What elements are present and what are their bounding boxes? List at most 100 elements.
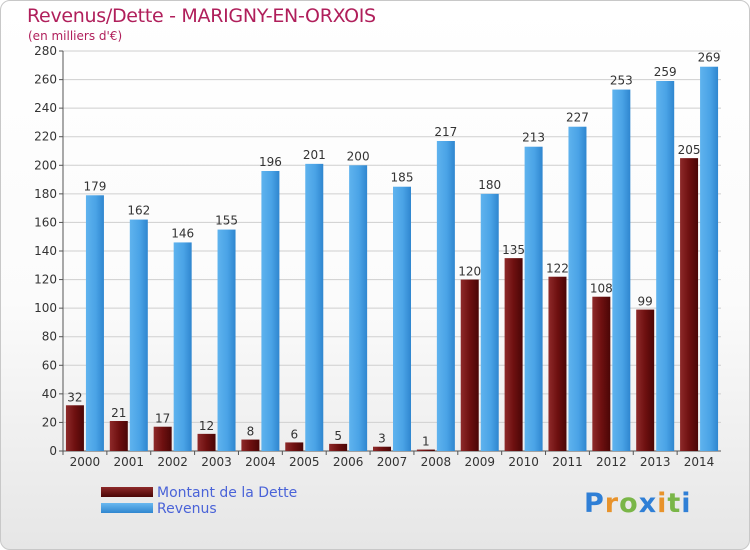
proxiti-logo: Proxiti [584, 488, 692, 519]
data-label-dette-2004: 8 [247, 425, 255, 439]
bar-revenus-2009 [480, 193, 499, 451]
data-label-dette-2010: 135 [502, 243, 525, 257]
x-tick-label: 2012 [596, 455, 627, 469]
data-label-revenus-2002: 146 [171, 226, 194, 240]
x-tick-label: 2010 [508, 455, 539, 469]
logo-letter: o [619, 488, 639, 519]
chart-title: Revenus/Dette - MARIGNY-EN-ORXOIS [27, 5, 376, 27]
data-label-dette-2013: 99 [638, 295, 653, 309]
bar-revenus-2000 [85, 195, 104, 451]
data-label-dette-2012: 108 [590, 282, 613, 296]
bar-dette-2012 [592, 296, 611, 451]
bar-dette-2007 [373, 446, 391, 451]
x-tick-label: 2000 [70, 455, 101, 469]
legend-label-revenus: Revenus [157, 501, 217, 517]
data-label-dette-2001: 21 [111, 406, 126, 420]
data-label-revenus-2010: 213 [522, 131, 545, 145]
y-tick-label: 160 [34, 215, 57, 229]
data-label-revenus-2000: 179 [83, 179, 106, 193]
chart-subtitle: (en milliers d'€) [28, 29, 123, 43]
x-tick-label: 2005 [289, 455, 320, 469]
logo-letter: t [667, 488, 682, 519]
y-tick-label: 60 [42, 358, 57, 372]
data-label-revenus-2011: 227 [566, 111, 589, 125]
legend-label-dette: Montant de la Dette [157, 485, 298, 501]
bar-revenus-2005 [305, 163, 324, 451]
bar-dette-2008 [416, 449, 435, 451]
bar-dette-2011 [548, 276, 567, 451]
data-label-revenus-2013: 259 [654, 65, 677, 79]
bar-revenus-2003 [217, 229, 236, 451]
bar-revenus-2004 [261, 171, 280, 451]
data-label-dette-2009: 120 [458, 265, 481, 279]
x-tick-label: 2008 [421, 455, 452, 469]
data-label-revenus-2005: 201 [303, 148, 326, 162]
data-label-dette-2014: 205 [678, 143, 701, 157]
data-label-revenus-2004: 196 [259, 155, 282, 169]
x-tick-label: 2011 [552, 455, 583, 469]
bar-revenus-2013 [656, 81, 675, 451]
logo-letter: P [584, 488, 605, 519]
data-label-dette-2000: 32 [67, 390, 82, 404]
data-label-dette-2005: 6 [290, 427, 298, 441]
y-tick-label: 20 [42, 415, 57, 429]
bar-dette-2013 [636, 309, 655, 451]
data-label-revenus-2012: 253 [610, 74, 633, 88]
bar-revenus-2002 [173, 242, 192, 451]
x-tick-label: 2006 [333, 455, 364, 469]
y-tick-label: 260 [34, 73, 57, 87]
bar-revenus-2010 [524, 146, 543, 451]
bar-dette-2001 [109, 421, 128, 451]
data-label-dette-2008: 1 [422, 435, 430, 449]
x-tick-label: 2014 [684, 455, 715, 469]
bar-revenus-2007 [393, 186, 411, 451]
y-tick-label: 80 [42, 330, 57, 344]
bar-revenus-2001 [129, 219, 148, 451]
legend-swatch-revenus [101, 503, 153, 513]
bar-revenus-2014 [700, 66, 719, 451]
data-label-dette-2007: 3 [378, 432, 386, 446]
data-label-revenus-2007: 185 [391, 171, 414, 185]
bars [65, 66, 719, 452]
bar-dette-2002 [153, 426, 172, 451]
data-label-revenus-2001: 162 [127, 204, 150, 218]
bar-revenus-2008 [436, 141, 455, 451]
x-tick-label: 2003 [201, 455, 232, 469]
data-labels: 32 179 21 162 17 146 12 155 8 196 6 201 5 200 3 185 1 217… [67, 51, 720, 449]
logo-letter: r [604, 488, 620, 519]
x-tick-label: 2001 [114, 455, 145, 469]
x-tick-label: 2004 [245, 455, 276, 469]
bar-dette-2014 [680, 158, 699, 451]
data-label-dette-2011: 122 [546, 262, 569, 276]
logo-letter: i [681, 488, 692, 519]
y-tick-label: 40 [42, 387, 57, 401]
bar-revenus-2012 [612, 89, 631, 452]
legend-swatch-dette [101, 487, 153, 497]
bar-dette-2003 [197, 433, 216, 451]
y-tick-label: 120 [34, 273, 57, 287]
x-tick-label: 2007 [377, 455, 408, 469]
bar-revenus-2006 [349, 165, 368, 452]
x-tick-label: 2013 [640, 455, 671, 469]
data-label-revenus-2009: 180 [478, 178, 501, 192]
data-label-dette-2003: 12 [199, 419, 214, 433]
data-label-revenus-2003: 155 [215, 214, 238, 228]
grid-lines [63, 50, 721, 423]
x-tick-label: 2002 [157, 455, 188, 469]
x-tick-label: 2009 [464, 455, 495, 469]
y-tick-label: 180 [34, 187, 57, 201]
bar-dette-2005 [285, 442, 304, 451]
y-tick-label: 0 [49, 444, 57, 458]
bar-dette-2000 [65, 405, 84, 451]
bar-dette-2006 [329, 443, 348, 451]
y-tick-label: 200 [34, 158, 57, 172]
y-tick-label: 220 [34, 130, 57, 144]
bar-dette-2009 [460, 279, 479, 451]
data-label-dette-2006: 5 [334, 429, 342, 443]
data-label-revenus-2006: 200 [347, 149, 370, 163]
y-tick-label: 100 [34, 301, 57, 315]
y-tick-label: 240 [34, 101, 57, 115]
data-label-revenus-2014: 269 [698, 51, 721, 65]
bar-dette-2004 [241, 439, 260, 451]
